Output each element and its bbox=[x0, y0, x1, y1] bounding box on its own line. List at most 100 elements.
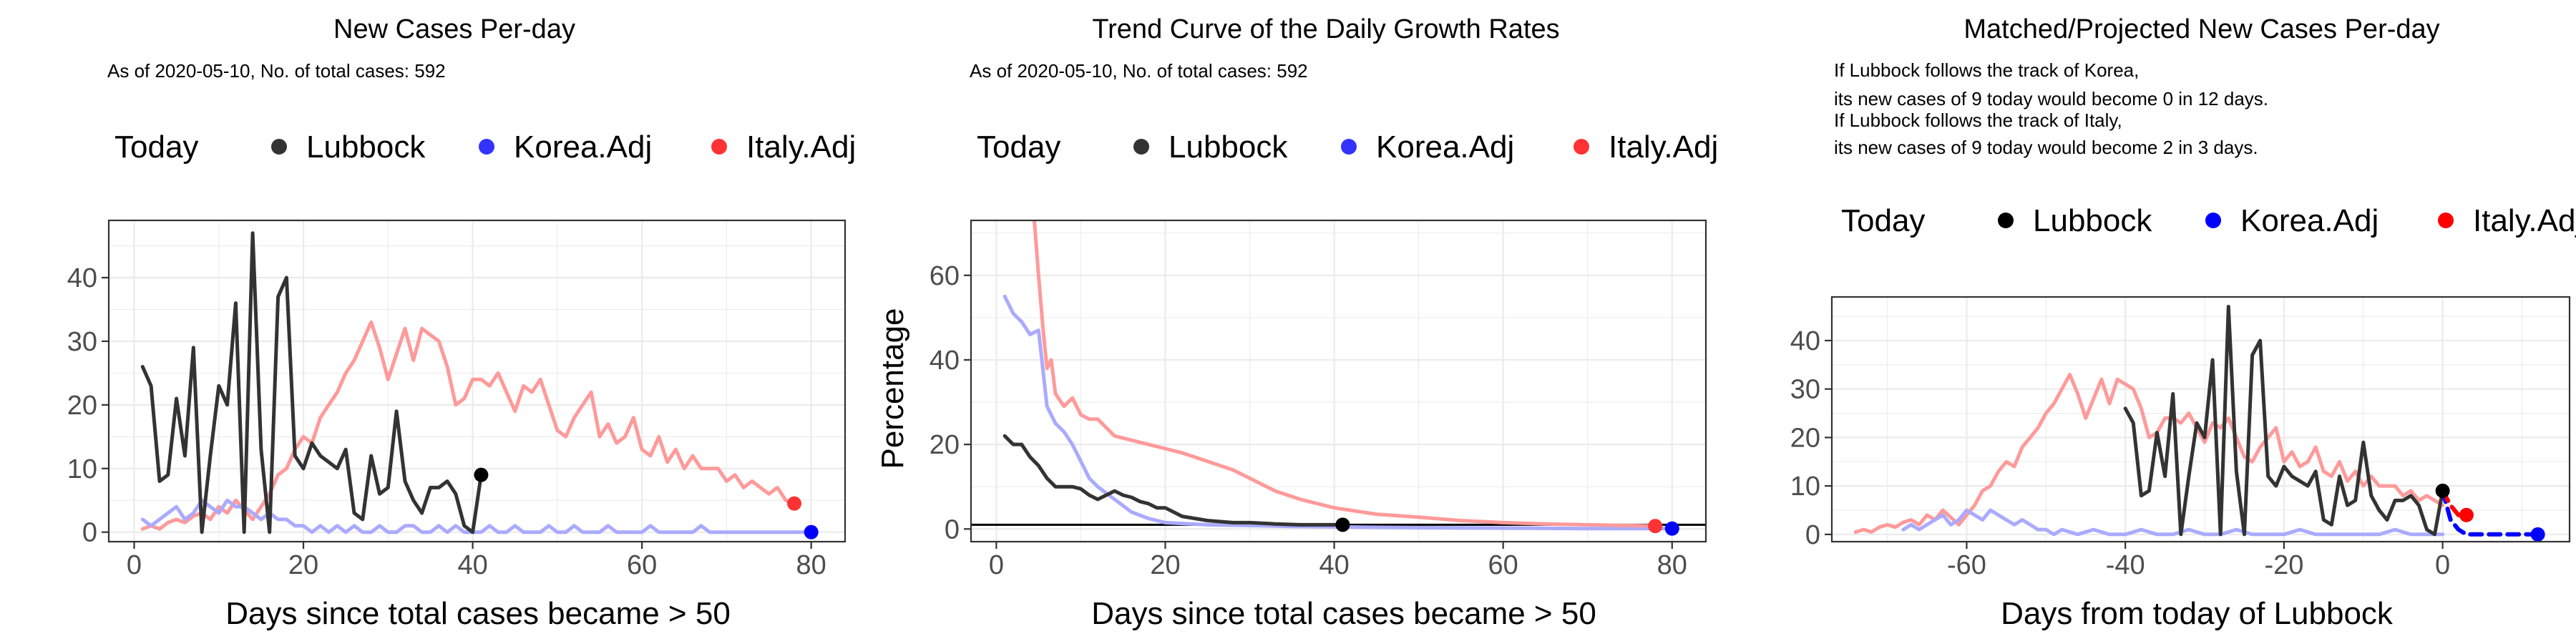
legend-key-lubbock bbox=[1133, 139, 1149, 155]
axes: 0 20 40 60 80 0 10 20 30 40 bbox=[67, 263, 826, 580]
x-tick-label: -60 bbox=[1947, 550, 1986, 580]
x-tick-label: 20 bbox=[288, 550, 318, 580]
plot-background bbox=[1832, 297, 2570, 542]
series-group bbox=[140, 231, 814, 535]
legend-label-korea-adj: Korea.Adj bbox=[1376, 130, 1514, 165]
series-line-italy-adj bbox=[140, 320, 796, 531]
legend-label-korea-adj: Korea.Adj bbox=[2240, 203, 2379, 238]
chart-subtitle-line: its new cases of 9 today would become 2 … bbox=[1834, 137, 2258, 158]
y-tick-label: 0 bbox=[1805, 520, 1820, 550]
legend-key-korea-adj bbox=[1341, 139, 1357, 155]
x-tick-label: 60 bbox=[627, 550, 657, 580]
today-point-lubbock bbox=[2435, 483, 2450, 498]
chart-title: Trend Curve of the Daily Growth Rates bbox=[1092, 14, 1559, 44]
today-point-korea-adj-projection bbox=[2530, 527, 2545, 542]
today-point-italy-adj bbox=[787, 496, 802, 511]
plot-area: 0 20 40 60 80 0 20 40 60 bbox=[930, 219, 1707, 580]
legend: Today Lubbock Korea.Adj Italy.Adj bbox=[114, 130, 856, 165]
today-point-korea-adj bbox=[804, 525, 819, 540]
series-line-korea-adj bbox=[1901, 508, 2445, 537]
x-axis-label: Days from today of Lubbock bbox=[2001, 596, 2394, 631]
plot-border bbox=[1830, 296, 2571, 543]
series-line-korea-adj bbox=[140, 498, 814, 535]
series-group bbox=[1853, 305, 2540, 537]
legend-key-italy-adj bbox=[711, 139, 727, 155]
chart-subtitle-line: If Lubbock follows the track of Italy, bbox=[1834, 109, 2122, 131]
y-tick-label: 0 bbox=[945, 514, 960, 545]
x-tick-label: 0 bbox=[989, 550, 1004, 580]
plot-border bbox=[107, 219, 847, 543]
x-tick-label: 20 bbox=[1150, 550, 1180, 580]
legend-label-lubbock: Lubbock bbox=[306, 130, 426, 165]
series-line-korea-adj-projection bbox=[2440, 488, 2540, 537]
legend-label-lubbock: Lubbock bbox=[2033, 203, 2152, 238]
x-tick-label: -20 bbox=[2264, 550, 2303, 580]
x-tick-label: 80 bbox=[796, 550, 826, 580]
legend-key-korea-adj bbox=[479, 139, 494, 155]
y-tick-label: 10 bbox=[1790, 472, 1820, 502]
y-tick-label: 60 bbox=[930, 261, 960, 291]
y-tick-label: 30 bbox=[1790, 375, 1820, 405]
legend-key-lubbock bbox=[271, 139, 287, 155]
legend-title: Today bbox=[114, 130, 198, 165]
x-axis-label: Days since total cases became > 50 bbox=[1091, 596, 1596, 631]
plot-border bbox=[970, 219, 1707, 543]
today-point-lubbock bbox=[1335, 517, 1350, 532]
panel-matched-projected: Matched/Projected New Cases Per-day If L… bbox=[1790, 14, 2576, 631]
y-tick-label: 20 bbox=[67, 391, 97, 421]
legend-key-lubbock bbox=[1998, 213, 2014, 228]
legend-label-italy-adj: Italy.Adj bbox=[1609, 130, 1718, 165]
y-tick-label: 20 bbox=[930, 430, 960, 460]
y-tick-label: 40 bbox=[67, 263, 97, 293]
legend-label-korea-adj: Korea.Adj bbox=[514, 130, 652, 165]
series-line-italy-adj bbox=[1853, 372, 2445, 534]
legend-label-italy-adj: Italy.Adj bbox=[746, 130, 856, 165]
y-tick-label: 20 bbox=[1790, 423, 1820, 453]
x-tick-label: 0 bbox=[2435, 550, 2450, 580]
axes: 0 20 40 60 80 0 20 40 60 bbox=[930, 261, 1687, 580]
plot-background bbox=[971, 220, 1706, 542]
chart-subtitle-line: its new cases of 9 today would become 0 … bbox=[1834, 88, 2268, 109]
plot-area: 0 20 40 60 80 0 10 20 30 40 bbox=[67, 219, 847, 580]
today-point-italy-adj-projection bbox=[2459, 507, 2474, 522]
series-line-lubbock bbox=[140, 231, 483, 535]
panel-growth-rates: Trend Curve of the Daily Growth Rates As… bbox=[875, 14, 1718, 631]
series-line-lubbock bbox=[1002, 434, 1345, 527]
legend: Today Lubbock Korea.Adj Italy.Adj bbox=[1841, 203, 2576, 238]
legend: Today Lubbock Korea.Adj Italy.Adj bbox=[977, 130, 1718, 165]
x-tick-label: 40 bbox=[457, 550, 487, 580]
x-tick-label: 0 bbox=[127, 550, 142, 580]
series-line-lubbock bbox=[2123, 305, 2445, 537]
series-line-italy-adj bbox=[1033, 220, 1657, 528]
y-tick-label: 10 bbox=[67, 454, 97, 484]
legend-key-korea-adj bbox=[2205, 213, 2221, 228]
x-tick-label: 40 bbox=[1319, 550, 1349, 580]
legend-label-italy-adj: Italy.Adj bbox=[2473, 203, 2576, 238]
y-axis-label: Percentage bbox=[875, 308, 910, 469]
today-point-italy-adj bbox=[1648, 519, 1663, 534]
panel-new-cases: New Cases Per-day As of 2020-05-10, No. … bbox=[67, 14, 857, 631]
y-tick-label: 30 bbox=[67, 327, 97, 357]
legend-key-italy-adj bbox=[2438, 213, 2454, 228]
legend-key-italy-adj bbox=[1574, 139, 1589, 155]
axes: -60 -40 -20 0 0 10 20 30 40 bbox=[1790, 326, 2450, 580]
x-tick-label: 60 bbox=[1488, 550, 1518, 580]
today-point-lubbock bbox=[474, 467, 489, 482]
x-tick-label: 80 bbox=[1657, 550, 1687, 580]
chart-title: Matched/Projected New Cases Per-day bbox=[1963, 14, 2439, 44]
chart-title: New Cases Per-day bbox=[333, 14, 575, 44]
y-tick-label: 40 bbox=[1790, 326, 1820, 356]
legend-title: Today bbox=[977, 130, 1060, 165]
x-tick-label: -40 bbox=[2106, 550, 2145, 580]
chart-subtitle: As of 2020-05-10, No. of total cases: 59… bbox=[107, 60, 446, 82]
plot-area: -60 -40 -20 0 0 10 20 30 40 bbox=[1790, 296, 2571, 580]
y-tick-label: 0 bbox=[82, 518, 97, 548]
chart-subtitle-line: If Lubbock follows the track of Korea, bbox=[1834, 59, 2139, 81]
legend-title: Today bbox=[1841, 203, 1925, 238]
chart-subtitle: As of 2020-05-10, No. of total cases: 59… bbox=[970, 60, 1308, 82]
legend-label-lubbock: Lubbock bbox=[1169, 130, 1288, 165]
y-tick-label: 40 bbox=[930, 346, 960, 376]
series-line-italy-adj-projection bbox=[2440, 488, 2469, 517]
today-point-korea-adj bbox=[1664, 521, 1679, 536]
